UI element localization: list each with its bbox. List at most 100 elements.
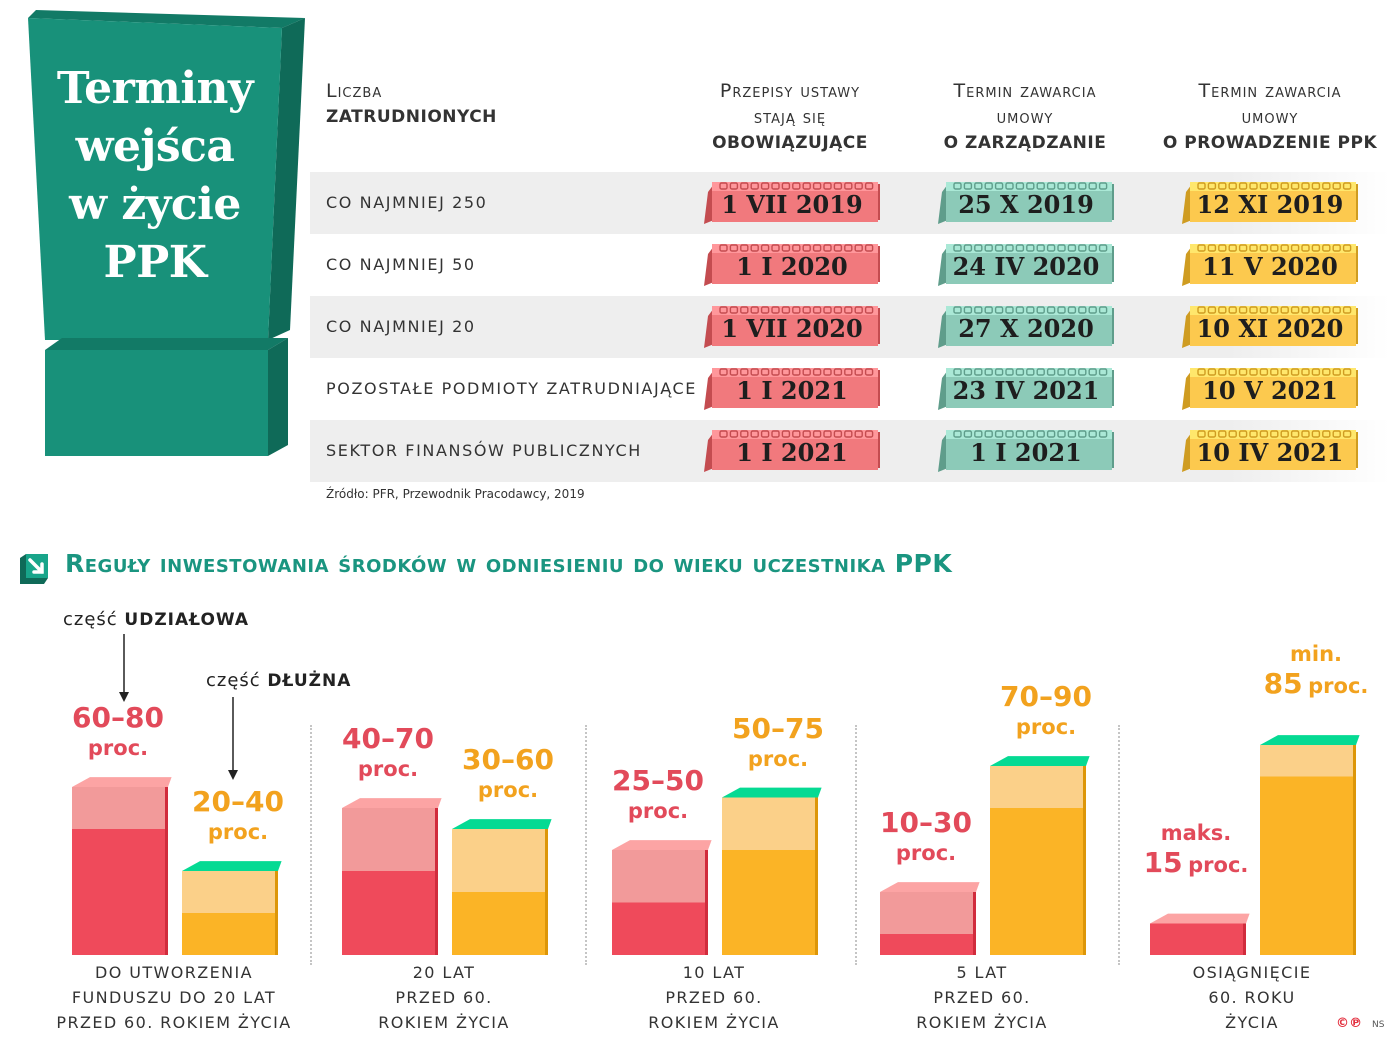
- bar-prefix: maks.: [1160, 820, 1232, 845]
- bar-top-face: [722, 787, 822, 798]
- legend-prefix: część: [63, 609, 125, 630]
- bar-segment-min: [880, 934, 976, 955]
- bar-top-face: [182, 861, 282, 871]
- calendar-date: 11 V 2020: [1182, 242, 1358, 286]
- calendar-date-text: 1 I 2021: [736, 438, 848, 467]
- category-label: 5 lat przed 60. rokiem życia: [852, 960, 1112, 1035]
- group-divider: [310, 725, 312, 965]
- group-divider: [855, 725, 857, 965]
- category-label-line: rokiem życia: [378, 1013, 510, 1032]
- bar-segment-range: [880, 892, 976, 934]
- bar-number: 70–90: [1000, 680, 1092, 713]
- calendar-date: 1 I 2020: [704, 242, 880, 286]
- table-header-ppk: Termin zawarcia umowy o prowadzenie PPK: [1150, 78, 1390, 156]
- bar-segment-min: [72, 829, 168, 955]
- category-label-line: przed 60.: [395, 988, 493, 1007]
- category-label-line: przed 60. rokiem życia: [56, 1013, 292, 1032]
- bar-segment-min: [990, 808, 1086, 955]
- calendar-date: 27 X 2020: [938, 304, 1114, 348]
- bar-top-face: [1260, 735, 1360, 745]
- calendar-date: 1 VII 2020: [704, 304, 880, 348]
- bar-edge: [435, 808, 438, 955]
- header-bold: o prowadzenie PPK: [1162, 133, 1378, 153]
- bar-value-label: maks. 15 proc.: [1126, 818, 1266, 882]
- bar-number: 50–75: [732, 711, 824, 745]
- section-title: Reguły inwestowania środków w odniesieni…: [65, 549, 953, 578]
- bar-unit: proc.: [1188, 852, 1249, 877]
- bar-edge: [545, 829, 548, 955]
- calendar-date: 12 XI 2019: [1182, 180, 1358, 224]
- bar-value-label: min. 85 proc.: [1246, 639, 1386, 703]
- calendar-date-text: 10 IV 2021: [1196, 438, 1344, 467]
- category-label-line: do utworzenia: [95, 963, 253, 982]
- legend-arrow-debt-head: [228, 770, 238, 780]
- calendar-date-text: 23 IV 2021: [952, 376, 1100, 405]
- bar-segment-range: [72, 787, 168, 829]
- category-label-line: 5 lat: [956, 963, 1008, 982]
- header-line: Termin zawarcia: [1198, 80, 1342, 102]
- author-initials: NS: [1372, 1020, 1385, 1030]
- bar-unit: proc.: [207, 820, 269, 844]
- source-note: Źródło: PFR, Przewodnik Pracodawcy, 2019: [326, 487, 585, 501]
- bar-unit: proc.: [895, 841, 957, 865]
- category-label-line: 10 lat: [682, 963, 746, 982]
- calendar-date: 1 I 2021: [938, 428, 1114, 472]
- group-divider: [1118, 725, 1120, 965]
- calendar-date-text: 11 V 2020: [1202, 252, 1338, 281]
- bar-value-label: 20–40 proc.: [168, 787, 308, 847]
- bar-number: 85: [1263, 667, 1303, 700]
- category-label-line: przed 60.: [933, 988, 1031, 1007]
- bar-value-label: 25–50 proc.: [588, 766, 728, 826]
- bar-number: 30–60: [462, 743, 554, 776]
- row-label: co najmniej 250: [326, 193, 488, 212]
- title-block: Terminy wejśca w życie PPK: [0, 0, 310, 470]
- bar-top-face: [990, 756, 1090, 766]
- calendar-date-text: 10 XI 2020: [1196, 314, 1344, 343]
- calendar-date: 1 I 2021: [704, 366, 880, 410]
- bar-unit: proc.: [747, 746, 809, 771]
- header-line: umowy: [996, 106, 1054, 128]
- bar-unit: proc.: [477, 778, 539, 802]
- table-header-employees: Liczba zatrudnionych: [326, 78, 497, 130]
- legend-prefix: część: [206, 670, 268, 691]
- bar-value-label: 30–60 proc.: [438, 745, 578, 805]
- legend-debt: część dłużna: [206, 670, 351, 691]
- bar-segment-range: [452, 829, 548, 892]
- bar-segment-range: [182, 871, 278, 913]
- title-line: wejśca: [75, 121, 235, 172]
- title-line: w życie: [69, 179, 241, 230]
- bar-top-face: [880, 882, 980, 892]
- calendar-date-text: 1 VII 2019: [721, 190, 863, 219]
- calendar-date-text: 1 I 2021: [970, 438, 1082, 467]
- calendar-date-text: 10 V 2021: [1202, 376, 1338, 405]
- calendar-date-text: 1 VII 2020: [721, 314, 863, 343]
- arrow-down-right-icon: [20, 554, 48, 584]
- category-label: 20 lat przed 60. rokiem życia: [314, 960, 574, 1035]
- bar-segment-range: [1150, 923, 1246, 955]
- calendar-date-text: 24 IV 2020: [952, 252, 1100, 281]
- bar-unit: proc.: [627, 799, 689, 823]
- bar-value-label: 50–75 proc.: [708, 711, 848, 774]
- bar-edge: [705, 850, 708, 955]
- row-label: co najmniej 20: [326, 317, 476, 336]
- bar-edge: [1353, 745, 1356, 955]
- bar-number: 15: [1143, 845, 1183, 879]
- calendar-date: 10 XI 2020: [1182, 304, 1358, 348]
- bar-number: 10–30: [880, 806, 972, 839]
- bar-number: 25–50: [612, 764, 704, 797]
- calendar-date-text: 1 I 2021: [736, 376, 848, 405]
- bar-unit: proc.: [357, 757, 419, 781]
- calendar-date: 1 I 2021: [704, 428, 880, 472]
- category-label-line: przed 60.: [665, 988, 763, 1007]
- bar-segment-range: [342, 808, 438, 871]
- bar-segment-min: [612, 902, 708, 955]
- bar-top-face: [342, 798, 442, 808]
- header-line: Termin zawarcia: [953, 80, 1097, 102]
- bar-edge: [1243, 923, 1246, 955]
- bar-value-label: 10–30 proc.: [856, 808, 996, 868]
- bar-chart: [72, 634, 1360, 955]
- header-line: umowy: [1241, 106, 1299, 128]
- bar-edge: [815, 797, 818, 955]
- calendar-date: 1 VII 2019: [704, 180, 880, 224]
- calendar-date-text: 12 XI 2019: [1196, 190, 1344, 219]
